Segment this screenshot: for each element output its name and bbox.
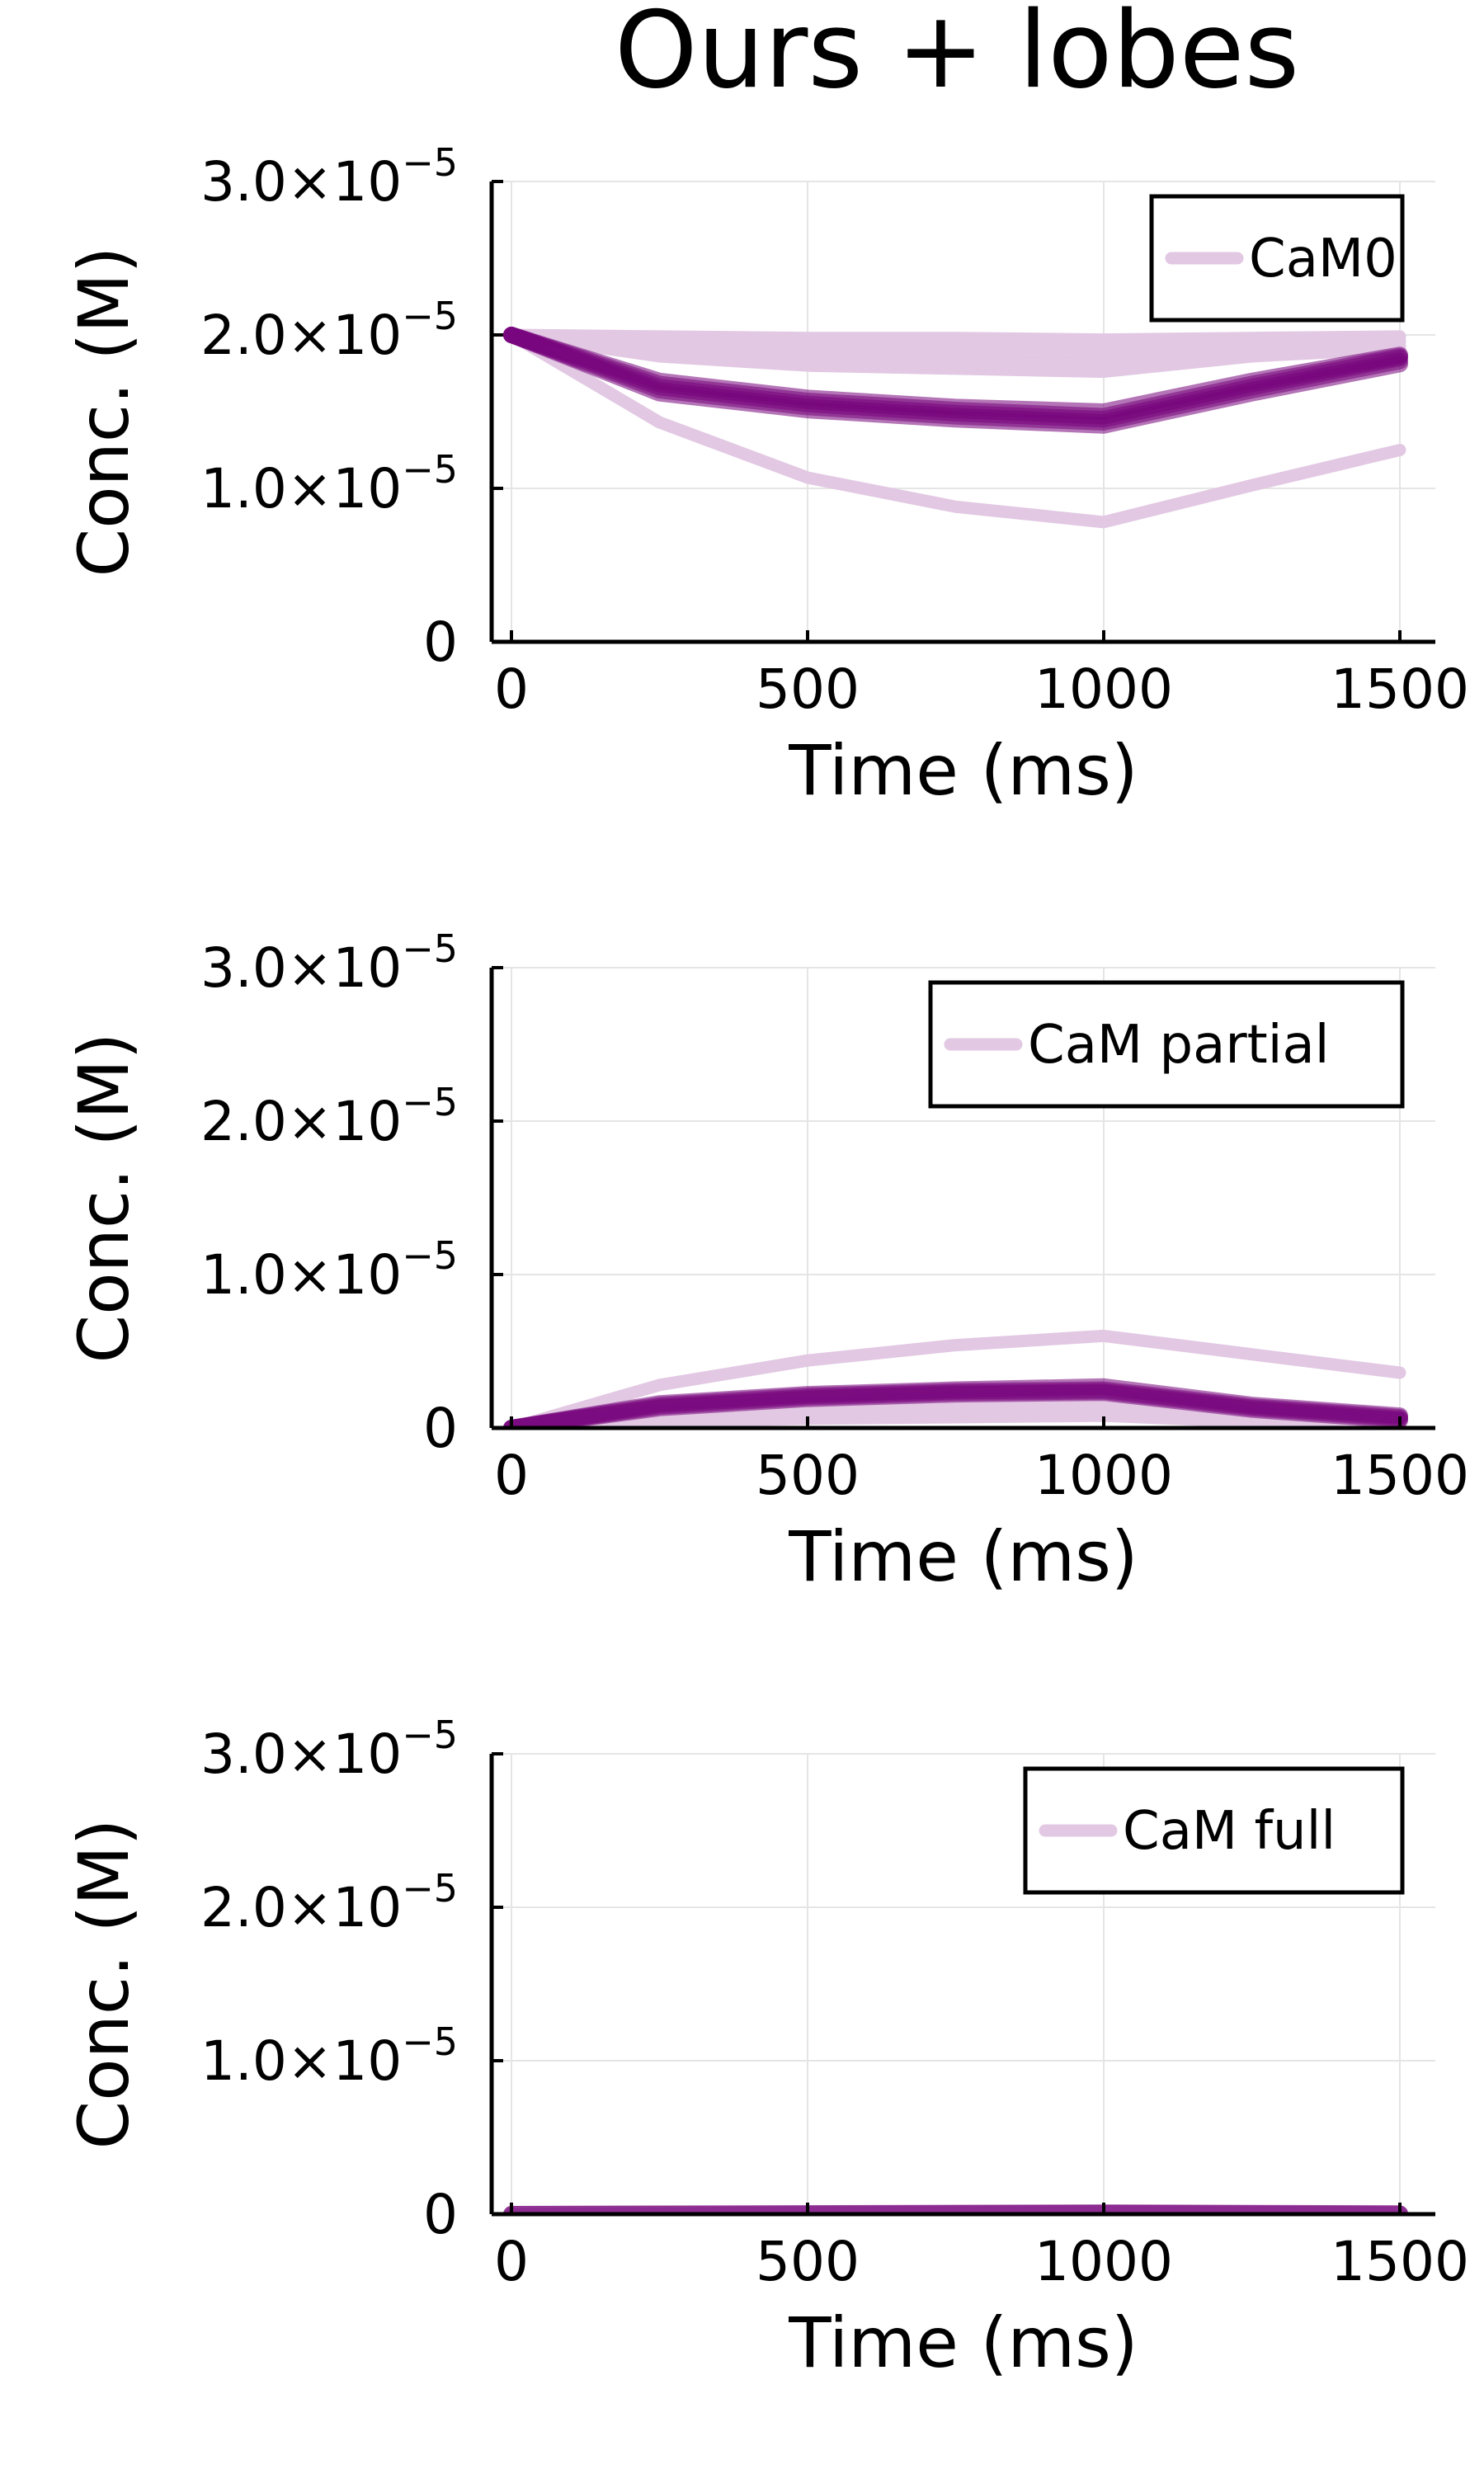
series-line-5 (505, 328, 1406, 379)
y-tick-exponent: −5 (402, 294, 458, 338)
legend: CaM partial (928, 980, 1405, 1109)
x-tick-label: 1500 (1331, 1444, 1469, 1507)
series-line-1 (505, 1329, 1406, 1428)
y-tick-exponent: −5 (402, 1233, 458, 1278)
y-tick-label: 3.0×10−5 (200, 926, 458, 1000)
x-tick-label: 1000 (1034, 657, 1173, 721)
y-tick-label: 2.0×10−5 (200, 294, 458, 367)
x-tick-label: 500 (756, 2230, 860, 2293)
legend-label: CaM full (1123, 1801, 1336, 1862)
legend: CaM0 (1149, 194, 1405, 323)
y-tick-exponent: −5 (402, 926, 458, 971)
series-group (503, 327, 1408, 529)
y-tick-mantissa: 1.0×10 (200, 457, 402, 521)
y-tick-label: 0 (423, 1397, 458, 1460)
y-axis-title: Conc. (M) (64, 247, 144, 577)
x-tick-label: 1500 (1331, 657, 1469, 721)
x-tick-label: 0 (494, 1444, 529, 1507)
y-tick-label: 1.0×10−5 (200, 447, 458, 521)
figure-title: Ours + lobes (615, 0, 1299, 112)
y-axis-title: Conc. (M) (64, 1033, 144, 1364)
x-axis-title: Time (ms) (788, 1516, 1138, 1597)
y-axis-title: Conc. (M) (64, 1819, 144, 2150)
y-tick-mantissa: 0 (423, 1397, 458, 1460)
x-tick-label: 0 (494, 2230, 529, 2293)
y-tick-mantissa: 3.0×10 (200, 150, 402, 214)
y-tick-mantissa: 2.0×10 (200, 304, 402, 367)
x-tick-label: 500 (756, 1444, 860, 1507)
y-tick-label: 3.0×10−5 (200, 140, 458, 214)
series-group (503, 1329, 1408, 1428)
y-tick-exponent: −5 (402, 1080, 458, 1124)
x-tick-label: 1000 (1034, 2230, 1173, 2293)
y-tick-mantissa: 0 (423, 610, 458, 674)
y-tick-label: 2.0×10−5 (200, 1866, 458, 1939)
x-tick-label: 0 (494, 657, 529, 721)
y-tick-label: 0 (423, 2183, 458, 2246)
x-axis-title: Time (ms) (788, 730, 1138, 811)
chart-panel-2: 0 500 1000 150001.0×10−52.0×10−53.0×10−5Tim… (64, 926, 1469, 1597)
x-axis-title: Time (ms) (788, 2302, 1138, 2383)
y-tick-mantissa: 2.0×10 (200, 1090, 402, 1153)
series-line-1 (505, 328, 1406, 529)
legend-label: CaM0 (1249, 229, 1397, 290)
y-tick-exponent: −5 (402, 1713, 458, 1757)
y-tick-label: 1.0×10−5 (200, 2019, 458, 2093)
y-tick-label: 3.0×10−5 (200, 1713, 458, 1786)
y-tick-mantissa: 1.0×10 (200, 1243, 402, 1307)
y-tick-label: 2.0×10−5 (200, 1080, 458, 1153)
chart-panel-1: 0 500 1000 150001.0×10−52.0×10−53.0×10−5Tim… (64, 140, 1469, 811)
y-tick-mantissa: 0 (423, 2183, 458, 2246)
series-line-8 (503, 1384, 1408, 1428)
y-tick-label: 0 (423, 610, 458, 674)
y-tick-mantissa: 1.0×10 (200, 2029, 402, 2093)
y-tick-exponent: −5 (402, 1866, 458, 1911)
series-line-3 (505, 328, 1406, 356)
y-tick-mantissa: 3.0×10 (200, 936, 402, 1000)
y-tick-mantissa: 3.0×10 (200, 1722, 402, 1786)
y-tick-exponent: −5 (402, 447, 458, 492)
x-tick-label: 1000 (1034, 1444, 1173, 1507)
y-tick-label: 1.0×10−5 (200, 1233, 458, 1307)
y-tick-exponent: −5 (402, 140, 458, 185)
chart-panel-3: 0 500 1000 150001.0×10−52.0×10−53.0×10−5Tim… (64, 1713, 1469, 2383)
legend: CaM full (1023, 1766, 1405, 1895)
x-tick-label: 1500 (1331, 2230, 1469, 2293)
y-tick-exponent: −5 (402, 2019, 458, 2064)
x-tick-label: 500 (756, 657, 860, 721)
series-line-10 (503, 327, 1408, 434)
y-tick-mantissa: 2.0×10 (200, 1876, 402, 1939)
legend-label: CaM partial (1028, 1015, 1330, 1076)
panels: 0 500 1000 150001.0×10−52.0×10−53.0×10−5Tim… (64, 140, 1469, 2383)
